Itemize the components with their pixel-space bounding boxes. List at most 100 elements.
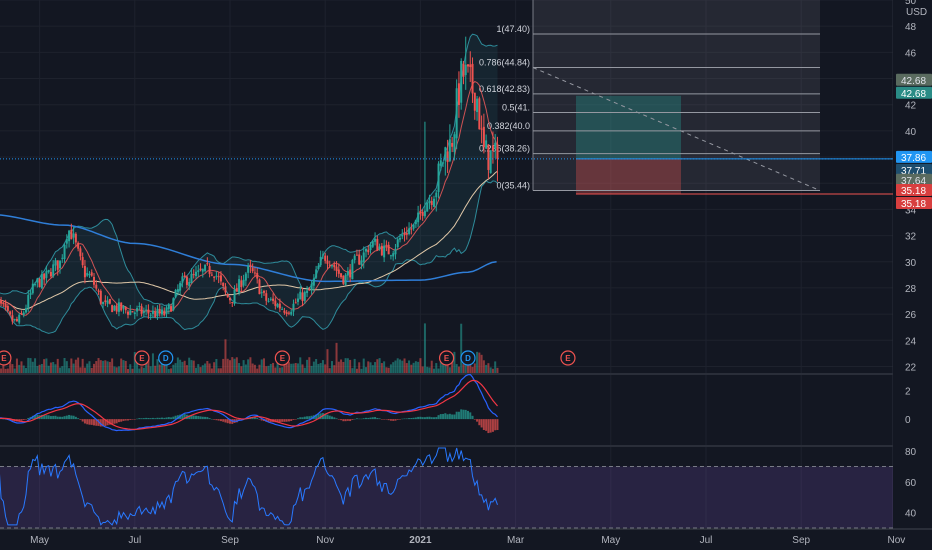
volume-bar (310, 365, 313, 373)
volume-bar (478, 352, 481, 373)
volume-bar (489, 367, 492, 373)
fib-retracement[interactable]: 1(47.40) 0.786(44.84) 0.618(42.83) 0.5(41. 0… (479, 24, 821, 192)
macd-histogram-bar (201, 416, 204, 420)
event-label: E (444, 354, 450, 363)
event-earnings-marker[interactable]: E (438, 350, 455, 366)
candle-body (27, 295, 30, 309)
volume-bar (453, 351, 456, 373)
candle-body (437, 163, 440, 193)
event-label: E (565, 354, 571, 363)
candle-body (115, 305, 118, 312)
volume-bar (430, 360, 433, 373)
macd-histogram-bar (494, 419, 497, 431)
macd-histogram-bar (496, 419, 499, 431)
volume-bar (487, 363, 490, 373)
macd-histogram-bar (287, 419, 290, 422)
candle-body (287, 312, 290, 314)
candle-body (378, 246, 381, 250)
volume-bar (226, 358, 229, 373)
macd-signal-line (0, 379, 498, 431)
macd-histogram-bar (174, 415, 177, 420)
candle-body (367, 249, 370, 253)
volume-bar (204, 363, 207, 373)
event-dividend-marker[interactable]: D (158, 350, 174, 366)
volume-bar (79, 367, 82, 373)
macd-histogram-bar (281, 419, 284, 422)
price-badge (896, 86, 932, 99)
moving-average-mid (0, 170, 498, 310)
event-earnings-marker[interactable]: E (134, 350, 150, 366)
macd-histogram-bar (462, 409, 465, 420)
volume-bar (102, 360, 105, 373)
macd-histogram-bar (149, 418, 152, 420)
candle-body (464, 64, 467, 76)
price-badge-label: 42.68 (901, 76, 926, 87)
macd-histogram-bar (25, 419, 27, 420)
macd-histogram-bar (90, 419, 93, 425)
macd-histogram-bar (253, 417, 256, 420)
macd-histogram-bar (199, 416, 202, 420)
candle-body (482, 126, 485, 148)
macd-histogram-bar (471, 415, 474, 420)
volume-bar (6, 368, 9, 373)
volume-bar (18, 364, 21, 373)
volume-bar (405, 363, 408, 373)
macd-histogram-bar (439, 414, 442, 420)
candle-body (272, 298, 275, 301)
macd-histogram-bar (122, 419, 125, 421)
macd-histogram-bar (428, 416, 431, 420)
volume-bar (308, 357, 311, 373)
event-dividend-marker[interactable]: D (460, 350, 476, 366)
macd-histogram-bar (374, 417, 377, 420)
macd-histogram-bar (86, 419, 89, 425)
price-badge (896, 163, 932, 176)
candle-body (247, 265, 250, 273)
candle-body (410, 228, 413, 230)
volume-bar (242, 360, 245, 373)
price-badge (896, 73, 932, 86)
candle-body (349, 269, 352, 278)
candle-body (238, 279, 241, 293)
event-earnings-marker[interactable]: E (0, 350, 12, 366)
macd-histogram-bar (430, 417, 433, 420)
candle-body (167, 304, 170, 309)
candle-body (374, 238, 377, 242)
volume-bar (321, 360, 324, 373)
candle-body (423, 210, 426, 217)
macd-histogram-bar (328, 415, 331, 420)
volume-bar (38, 364, 41, 373)
candle-body (380, 245, 383, 256)
event-earnings-marker[interactable]: E (560, 350, 576, 366)
volume-bar (319, 363, 322, 373)
macd-pane (0, 373, 499, 434)
volume-bar (145, 361, 148, 373)
volume-bar (267, 365, 270, 373)
candle-body (172, 298, 175, 311)
macd-histogram-bar (365, 417, 367, 420)
volume-bar (133, 352, 136, 373)
volume-bar (70, 358, 73, 373)
long-position-tool[interactable] (576, 95, 681, 194)
volume-bar (315, 359, 318, 373)
macd-histogram-bar (27, 417, 30, 420)
macd-histogram-bar (380, 419, 383, 420)
candle-body (229, 297, 231, 301)
candle-body (355, 254, 358, 256)
price-tick-label: 48 (905, 22, 917, 33)
price-tick-label: 22 (905, 362, 917, 373)
time-axis[interactable]: May Jul Sep Nov 2021 Mar May Jul Sep Nov (30, 535, 905, 546)
volume-bar (140, 366, 143, 373)
candle-body (176, 289, 179, 292)
candle-body (385, 244, 388, 246)
volume-bar (86, 363, 89, 373)
price-tick-label: 26 (905, 310, 917, 321)
volume-bar (433, 368, 435, 373)
volume-bar (99, 360, 102, 373)
event-earnings-marker[interactable]: E (274, 350, 290, 366)
macd-histogram-bar (442, 413, 445, 420)
macd-histogram-bar (451, 414, 454, 420)
candle-body (147, 309, 150, 314)
candle-body (457, 83, 460, 106)
